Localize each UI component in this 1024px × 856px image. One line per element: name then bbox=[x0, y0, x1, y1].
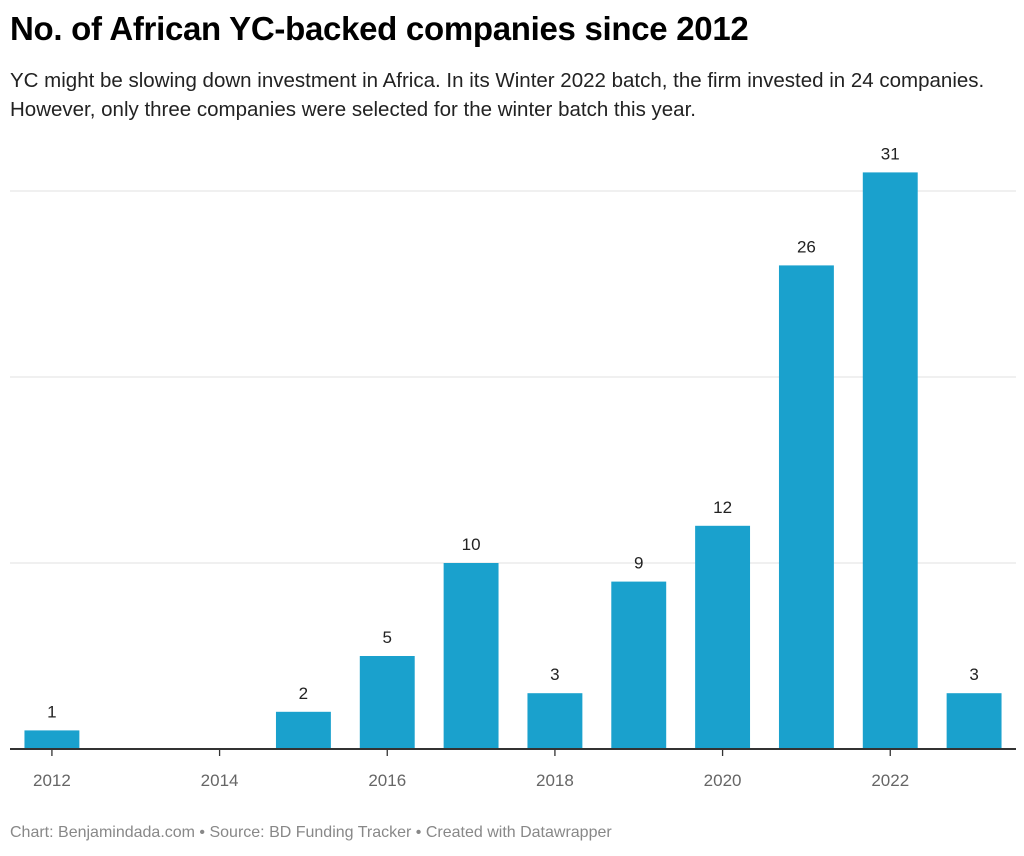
x-tick-label-2020: 2020 bbox=[704, 771, 742, 790]
data-label-2019: 9 bbox=[634, 554, 643, 573]
x-tick-label-2018: 2018 bbox=[536, 771, 574, 790]
data-label-2021: 26 bbox=[797, 237, 816, 256]
data-label-2023: 3 bbox=[969, 665, 978, 684]
chart-title: No. of African YC-backed companies since… bbox=[10, 10, 749, 47]
bar-2021 bbox=[778, 265, 834, 749]
data-label-2018: 3 bbox=[550, 665, 559, 684]
bar-2016 bbox=[359, 656, 415, 749]
x-tick-label-2012: 2012 bbox=[33, 771, 71, 790]
x-axis: 2012 2014 2016 2018 2020 2022 bbox=[10, 748, 1016, 790]
data-label-2020: 12 bbox=[713, 498, 732, 517]
bar-2015 bbox=[275, 711, 331, 749]
bar-2019 bbox=[611, 581, 667, 749]
data-label-2022: 31 bbox=[881, 144, 900, 163]
bar-2023 bbox=[946, 693, 1002, 749]
bar-2020 bbox=[695, 525, 751, 749]
gridlines bbox=[10, 190, 1016, 564]
x-tick-label-2014: 2014 bbox=[201, 771, 239, 790]
data-label-2015: 2 bbox=[299, 684, 308, 703]
bar-2018 bbox=[527, 693, 583, 749]
chart-footer-credits: Chart: Benjamindada.com • Source: BD Fun… bbox=[10, 824, 612, 841]
bar-2022 bbox=[862, 172, 918, 749]
data-label-2012: 1 bbox=[47, 702, 56, 721]
chart-subtitle: YC might be slowing down investment in A… bbox=[10, 69, 985, 121]
bars bbox=[24, 172, 1002, 749]
data-label-2016: 5 bbox=[383, 628, 392, 647]
x-tick-label-2022: 2022 bbox=[871, 771, 909, 790]
bar-2017 bbox=[443, 563, 499, 749]
bar-2012 bbox=[24, 730, 80, 749]
data-label-2017: 10 bbox=[462, 535, 481, 554]
x-tick-label-2016: 2016 bbox=[368, 771, 406, 790]
